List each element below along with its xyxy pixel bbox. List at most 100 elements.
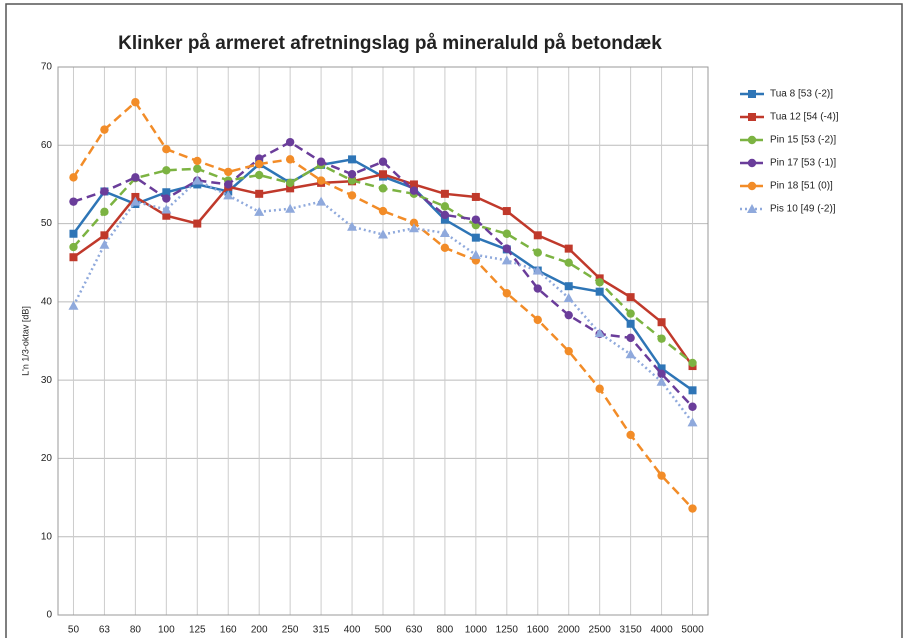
x-tick-label: 1000 — [465, 625, 488, 636]
x-tick-label: 400 — [344, 625, 361, 636]
y-tick-label: 40 — [41, 296, 53, 307]
data-point — [254, 170, 264, 180]
data-point — [224, 167, 233, 177]
x-tick-label: 125 — [189, 625, 206, 636]
data-point — [563, 292, 574, 302]
x-tick-label: 100 — [158, 625, 175, 636]
data-point — [502, 244, 512, 253]
x-tick-label: 315 — [313, 625, 330, 636]
data-point — [533, 231, 542, 240]
data-point — [193, 219, 202, 228]
x-tick-label: 1600 — [527, 625, 550, 636]
legend-marker — [747, 204, 757, 213]
data-point — [69, 242, 78, 252]
x-tick-label: 500 — [375, 625, 392, 636]
data-point — [564, 346, 573, 356]
data-point — [69, 197, 78, 206]
data-point — [347, 176, 357, 185]
data-point — [657, 364, 666, 373]
data-point — [532, 265, 543, 275]
data-point — [378, 184, 388, 193]
data-point — [564, 258, 573, 267]
legend-marker — [747, 158, 757, 168]
data-point — [192, 175, 203, 185]
data-point — [408, 223, 419, 233]
data-point — [440, 215, 449, 224]
data-point — [688, 358, 697, 368]
data-point — [130, 196, 141, 206]
y-tick-label: 10 — [41, 531, 53, 542]
data-point — [285, 155, 295, 164]
data-point — [409, 180, 418, 189]
y-tick-label: 20 — [41, 453, 53, 464]
data-point — [595, 278, 604, 287]
data-point — [347, 221, 358, 231]
data-point — [255, 189, 264, 198]
chart-frame — [5, 3, 903, 643]
data-point — [285, 203, 296, 213]
x-tick-label: 160 — [220, 625, 237, 636]
x-tick-label: 630 — [406, 625, 423, 636]
data-point — [564, 310, 573, 320]
x-tick-label: 2000 — [558, 625, 581, 636]
data-point — [193, 164, 202, 173]
data-point — [626, 430, 635, 440]
y-tick-label: 0 — [46, 610, 52, 621]
legend-marker — [748, 113, 756, 121]
data-point — [688, 504, 697, 513]
data-point — [224, 180, 233, 189]
data-point — [193, 156, 202, 166]
data-point — [347, 191, 357, 200]
data-point — [69, 173, 78, 182]
x-tick-label: 5000 — [681, 625, 704, 636]
legend-label: Pis 10 [49 (-2)] — [770, 204, 836, 215]
data-point — [285, 137, 295, 147]
data-point — [471, 215, 481, 224]
data-point — [501, 255, 512, 265]
data-point — [409, 186, 419, 195]
data-point — [595, 287, 604, 296]
data-point — [626, 293, 635, 302]
data-point — [100, 207, 109, 217]
data-point — [626, 319, 635, 328]
data-point — [347, 170, 357, 179]
y-axis-label: L'n 1/3-oktav [dB] — [20, 306, 30, 376]
data-point — [440, 202, 450, 211]
data-point — [656, 376, 667, 386]
y-tick-label: 60 — [41, 140, 53, 151]
data-point — [688, 402, 697, 411]
data-point — [378, 229, 388, 239]
data-point — [595, 384, 604, 393]
data-point — [100, 125, 109, 134]
legend-label: Tua 12 [54 (-4)] — [770, 112, 839, 123]
data-point — [533, 284, 542, 293]
data-point — [378, 157, 388, 166]
data-point — [687, 417, 698, 427]
data-point — [470, 249, 481, 259]
data-point — [626, 309, 635, 318]
legend-label: Pin 18 [51 (0)] — [770, 181, 833, 192]
data-point — [286, 184, 295, 193]
data-point — [409, 218, 419, 227]
data-point — [502, 229, 512, 238]
plot-border — [57, 66, 709, 616]
data-point — [378, 206, 388, 216]
data-point — [316, 157, 326, 166]
y-tick-label: 70 — [41, 62, 53, 73]
data-point — [440, 189, 449, 198]
data-point — [254, 159, 264, 169]
x-tick-label: 50 — [68, 625, 80, 636]
data-point — [657, 369, 666, 379]
x-tick-label: 2500 — [589, 625, 612, 636]
data-point — [564, 244, 573, 253]
legend-label: Pin 17 [53 (-1)] — [770, 158, 836, 169]
legend-marker — [747, 135, 757, 145]
data-point — [594, 328, 605, 338]
data-point — [68, 300, 79, 310]
data-point — [162, 211, 171, 220]
legend-marker — [747, 181, 757, 191]
data-point — [162, 166, 171, 175]
data-point — [471, 233, 480, 242]
data-point — [161, 204, 172, 214]
data-point — [657, 334, 666, 343]
